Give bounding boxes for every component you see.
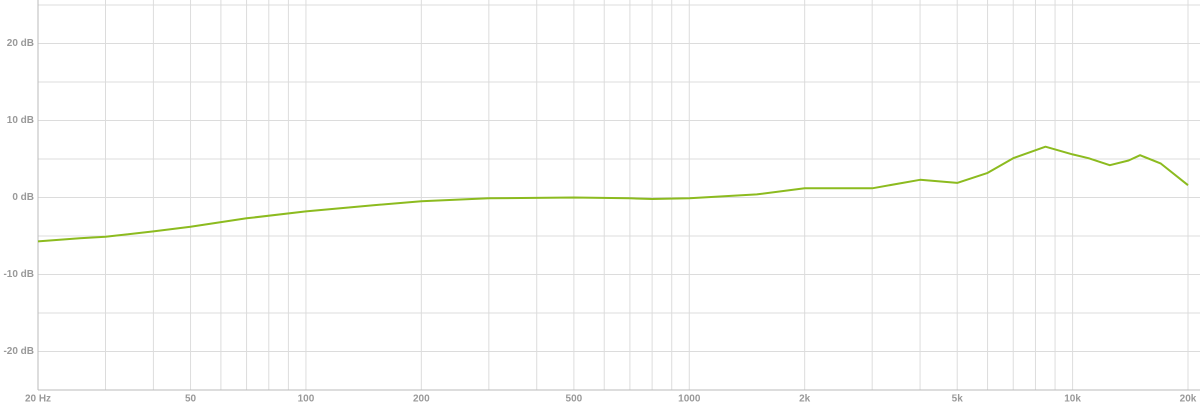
x-tick-label: 20k (1180, 394, 1197, 405)
x-tick-label: 5k (952, 394, 964, 405)
x-tick-label: 20 Hz (25, 394, 51, 405)
y-tick-label: -20 dB (3, 346, 34, 357)
x-tick-label: 500 (566, 394, 583, 405)
x-tick-label: 2k (799, 394, 811, 405)
y-tick-label: 20 dB (7, 38, 34, 49)
x-tick-label: 200 (413, 394, 430, 405)
x-tick-label: 100 (298, 394, 315, 405)
x-tick-label: 10k (1064, 394, 1081, 405)
frequency-response-line (37, 145, 1189, 243)
y-tick-label: -10 dB (3, 269, 34, 280)
y-tick-label: 10 dB (7, 115, 34, 126)
x-tick-label: 1000 (678, 394, 701, 405)
y-tick-label: 0 dB (12, 192, 34, 203)
x-tick-label: 50 (185, 394, 197, 405)
